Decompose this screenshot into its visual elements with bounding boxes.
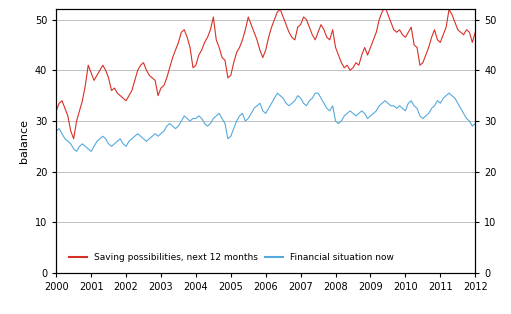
Financial situation now: [274, 91, 281, 95]
Saving possibilities, next 12 months: [71, 137, 77, 141]
Financial situation now: [225, 137, 231, 141]
Financial situation now: [242, 119, 248, 123]
Financial situation now: [74, 149, 80, 153]
Legend: Saving possibilities, next 12 months, Financial situation now: Saving possibilities, next 12 months, Fi…: [65, 250, 398, 266]
Line: Financial situation now: Financial situation now: [56, 93, 507, 151]
Saving possibilities, next 12 months: [382, 5, 388, 9]
Financial situation now: [53, 129, 59, 133]
Y-axis label: balance: balance: [19, 119, 29, 163]
Saving possibilities, next 12 months: [324, 35, 330, 39]
Financial situation now: [423, 114, 429, 118]
Financial situation now: [327, 109, 333, 113]
Financial situation now: [170, 124, 176, 128]
Saving possibilities, next 12 months: [170, 56, 176, 59]
Financial situation now: [504, 104, 510, 108]
Financial situation now: [370, 111, 377, 115]
Saving possibilities, next 12 months: [423, 53, 429, 57]
Saving possibilities, next 12 months: [53, 109, 59, 113]
Saving possibilities, next 12 months: [225, 76, 231, 80]
Saving possibilities, next 12 months: [242, 28, 248, 32]
Saving possibilities, next 12 months: [504, 43, 510, 47]
Saving possibilities, next 12 months: [367, 46, 374, 49]
Line: Saving possibilities, next 12 months: Saving possibilities, next 12 months: [56, 7, 507, 139]
